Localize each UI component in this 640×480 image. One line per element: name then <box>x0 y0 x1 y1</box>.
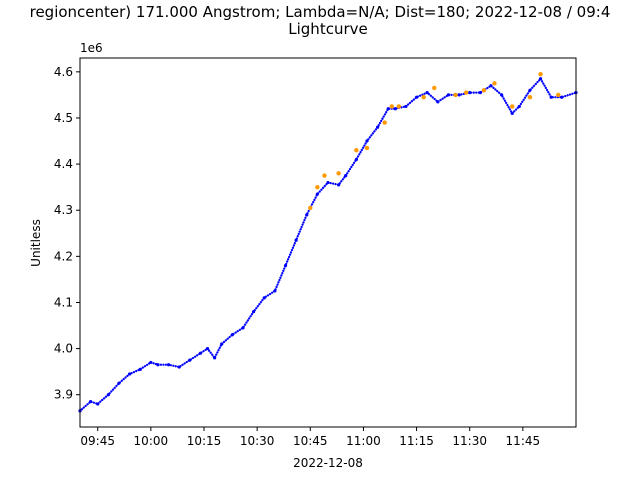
data-point <box>425 90 429 95</box>
y-tick-label: 4.2 <box>54 249 73 263</box>
y-tick-label: 4.0 <box>54 342 73 356</box>
data-point <box>489 84 493 88</box>
data-point <box>478 90 482 95</box>
highlight-point <box>527 95 533 100</box>
data-point <box>457 93 461 97</box>
y-tick-label: 4.4 <box>54 157 73 171</box>
data-point <box>393 107 397 111</box>
highlight-point <box>322 173 327 178</box>
data-point <box>273 289 277 293</box>
series-trace <box>78 76 578 412</box>
highlight-point <box>336 171 341 176</box>
data-point <box>538 77 543 81</box>
highlight-point <box>510 104 515 109</box>
data-point <box>188 358 192 362</box>
data-point <box>337 183 341 187</box>
data-point <box>305 213 309 217</box>
data-point <box>198 351 203 355</box>
data-point <box>96 402 100 406</box>
data-point <box>106 393 110 397</box>
data-point <box>510 111 514 115</box>
data-point <box>230 333 234 337</box>
y-tick-label: 4.1 <box>54 295 73 309</box>
highlight-point <box>364 145 370 151</box>
highlight-point <box>396 104 402 109</box>
highlight-point <box>538 71 543 77</box>
data-point <box>294 238 298 242</box>
x-tick-label: 10:45 <box>293 434 328 448</box>
x-tick-label: 11:45 <box>506 434 541 448</box>
highlight-point <box>463 90 469 95</box>
data-point <box>354 157 358 162</box>
data-point <box>326 180 330 185</box>
data-point <box>177 365 181 369</box>
data-point <box>205 346 210 351</box>
axis-ticks: 3.9 4.0 4.1 4.2 4.3 4.4 4.5 4.6 09:45 10:00 10:15 1… <box>54 65 540 448</box>
highlight-point <box>315 184 320 190</box>
data-point <box>365 139 369 143</box>
y-axis-label: Unitless <box>29 219 43 267</box>
x-tick-label: 11:00 <box>346 434 381 448</box>
x-tick-label: 10:15 <box>187 434 222 448</box>
data-point <box>117 381 121 385</box>
data-point <box>283 263 288 268</box>
highlight-point <box>382 120 387 125</box>
data-point <box>517 104 521 109</box>
plot-frame <box>79 57 577 428</box>
data-point <box>528 88 532 92</box>
data-point <box>166 363 171 367</box>
x-tick-label: 09:45 <box>80 434 115 448</box>
y-tick-label: 4.3 <box>54 203 73 217</box>
highlight-point <box>432 85 437 91</box>
data-point <box>500 93 504 97</box>
x-tick-label: 11:15 <box>399 434 434 448</box>
data-point <box>344 174 348 178</box>
y-tick-label: 3.9 <box>54 388 73 402</box>
data-point <box>376 125 380 129</box>
data-point <box>149 360 153 365</box>
data-point <box>560 95 564 99</box>
highlight-point <box>453 92 458 98</box>
highlight-point <box>556 92 561 98</box>
data-point <box>549 95 553 99</box>
highlight-point <box>421 95 426 100</box>
data-point <box>386 107 390 111</box>
data-point <box>315 192 319 196</box>
highlight-point <box>389 104 394 109</box>
x-tick-label: 10:00 <box>134 434 169 448</box>
chart-title-line-1: regioncenter) 171.000 Angstrom; Lambda=N… <box>30 3 611 21</box>
data-point <box>156 363 160 367</box>
x-tick-label: 11:30 <box>452 434 487 448</box>
highlight-point <box>492 81 497 86</box>
highlight-point <box>308 205 313 211</box>
data-point <box>252 310 256 314</box>
data-point <box>436 100 440 104</box>
data-point <box>468 90 472 95</box>
x-axis-label: 2022-12-08 <box>293 456 363 470</box>
data-point <box>138 367 142 371</box>
data-points <box>78 71 578 413</box>
x-tick-label: 10:30 <box>240 434 275 448</box>
data-point <box>404 104 408 109</box>
data-point <box>213 356 217 360</box>
y-tick-label: 4.5 <box>54 111 73 125</box>
data-point <box>128 372 132 376</box>
data-point <box>414 95 419 99</box>
data-point <box>241 326 245 330</box>
data-point <box>220 342 224 346</box>
data-point <box>446 93 451 97</box>
data-point <box>262 296 266 300</box>
highlight-point <box>481 88 487 93</box>
y-offset-label: 1e6 <box>80 41 103 55</box>
data-point <box>89 400 93 404</box>
y-tick-label: 4.6 <box>54 65 73 79</box>
chart-title-line-2: Lightcurve <box>288 20 367 38</box>
highlight-point <box>354 148 359 153</box>
